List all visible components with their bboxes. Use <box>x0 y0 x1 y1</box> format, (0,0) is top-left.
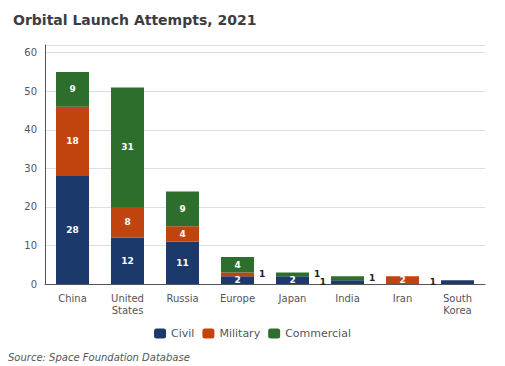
svg-text:10: 10 <box>24 240 37 251</box>
svg-text:9: 9 <box>69 84 75 94</box>
svg-text:1: 1 <box>314 269 320 279</box>
svg-text:Korea: Korea <box>443 305 471 316</box>
svg-text:1: 1 <box>320 277 326 287</box>
svg-text:0: 0 <box>31 279 37 290</box>
svg-text:60: 60 <box>24 47 37 58</box>
svg-text:Orbital Launch Attempts, 2021: Orbital Launch Attempts, 2021 <box>13 12 256 28</box>
svg-text:1: 1 <box>430 277 436 287</box>
svg-text:Civil: Civil <box>171 327 194 340</box>
svg-text:28: 28 <box>66 225 79 235</box>
svg-text:2: 2 <box>234 275 240 285</box>
svg-text:2: 2 <box>289 275 295 285</box>
svg-text:Iran: Iran <box>393 293 413 304</box>
svg-text:4: 4 <box>179 229 185 239</box>
svg-text:States: States <box>112 305 144 316</box>
svg-text:Europe: Europe <box>220 293 255 304</box>
svg-text:1: 1 <box>369 273 375 283</box>
svg-text:Japan: Japan <box>278 293 307 304</box>
svg-text:4: 4 <box>234 260 240 270</box>
svg-text:2: 2 <box>399 275 405 285</box>
svg-text:20: 20 <box>24 201 37 212</box>
svg-text:Military: Military <box>219 327 260 340</box>
svg-text:31: 31 <box>121 142 134 152</box>
svg-text:9: 9 <box>179 204 185 214</box>
svg-text:Russia: Russia <box>166 293 198 304</box>
svg-text:30: 30 <box>24 163 37 174</box>
svg-text:40: 40 <box>24 124 37 135</box>
svg-text:12: 12 <box>121 256 134 266</box>
svg-text:United: United <box>111 293 144 304</box>
svg-text:8: 8 <box>124 217 130 227</box>
svg-text:China: China <box>58 293 87 304</box>
svg-text:18: 18 <box>66 136 79 146</box>
svg-text:50: 50 <box>24 86 37 97</box>
svg-text:India: India <box>335 293 360 304</box>
svg-text:11: 11 <box>176 258 189 268</box>
svg-text:South: South <box>443 293 472 304</box>
svg-text:Commercial: Commercial <box>285 327 351 340</box>
svg-text:Source: Space Foundation Datab: Source: Space Foundation Database <box>8 352 190 363</box>
svg-text:1: 1 <box>259 269 265 279</box>
